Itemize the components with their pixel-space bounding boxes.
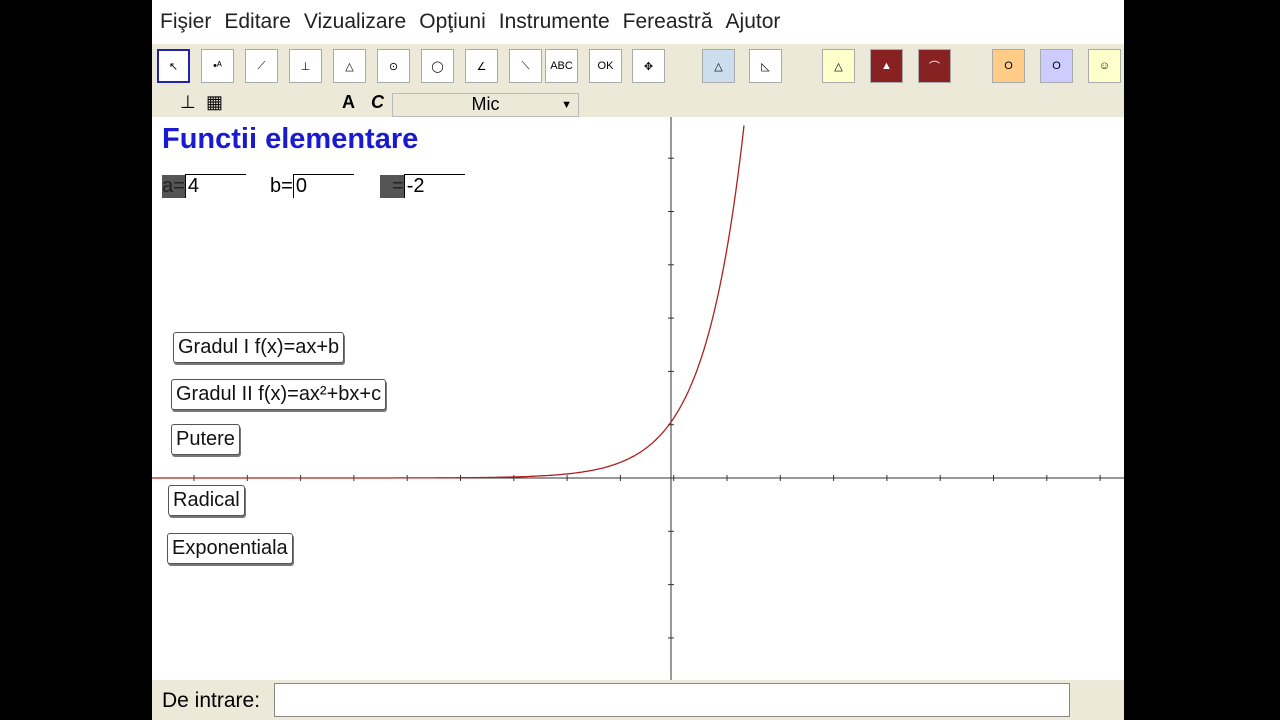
menu-item[interactable]: Instrumente — [498, 10, 610, 33]
custom-tool[interactable]: ◺ — [749, 49, 782, 83]
perpendicular-tool[interactable]: ⊥ — [289, 49, 322, 83]
menu-bar: Fişier Editare Vizualizare Opţiuni Instrumen… — [152, 0, 1124, 44]
function-graph — [152, 125, 745, 479]
slider-input[interactable]: -2 — [403, 174, 465, 198]
custom-tool[interactable]: O — [1040, 49, 1073, 83]
button[interactable]: Radical — [168, 485, 245, 516]
menu-item[interactable]: Opţiuni — [419, 10, 486, 33]
slider-c[interactable]: = -2 — [380, 170, 465, 202]
title: Functii elementare — [162, 123, 419, 155]
slider-label: = — [380, 174, 404, 198]
font-size-value: Mic — [471, 94, 500, 114]
italic-toggle[interactable]: C — [371, 92, 384, 112]
circle-tool[interactable]: ⊙ — [377, 49, 410, 83]
reflect-tool[interactable]: ⟍ — [509, 49, 542, 83]
button[interactable]: Putere — [171, 424, 240, 455]
conic-tool[interactable]: ◯ — [421, 49, 454, 83]
line-tool[interactable]: ⟋ — [245, 49, 278, 83]
angle-tool[interactable]: ∠ — [465, 49, 498, 83]
bold-toggle[interactable]: A — [342, 92, 355, 112]
custom-tool[interactable]: O — [992, 49, 1025, 83]
slider-input[interactable]: 0 — [292, 174, 354, 198]
menu-item[interactable]: Fereastră — [622, 10, 713, 33]
custom-tool[interactable]: ☺ — [1088, 49, 1121, 83]
menu-item[interactable]: Ajutor — [725, 10, 781, 33]
point-tool[interactable]: •ᴬ — [201, 49, 234, 83]
polygon-tool[interactable]: △ — [333, 49, 366, 83]
move-tool[interactable]: ↖ — [157, 49, 190, 83]
text-tool[interactable]: ABC — [545, 49, 578, 83]
axis-ticks — [193, 157, 1101, 639]
slider-b[interactable]: b= 0 — [270, 170, 354, 202]
button[interactable]: Gradul II f(x)=ax²+bx+c — [171, 379, 387, 410]
custom-tool[interactable]: ▲ — [870, 49, 903, 83]
custom-tool[interactable]: ⌒ — [918, 49, 951, 83]
slider-a[interactable]: a= 4 — [162, 170, 246, 202]
menu-item[interactable]: Fişier — [160, 10, 212, 33]
graphics-view — [152, 117, 1124, 680]
menu-item[interactable]: Vizualizare — [303, 10, 407, 33]
graphics-canvas — [152, 117, 1124, 680]
menu-item[interactable]: Editare — [224, 10, 291, 33]
slider-label: b= — [270, 174, 293, 197]
input-label: De intrare: — [162, 689, 261, 712]
grid-toggle[interactable]: ▦ — [206, 92, 224, 112]
slider-input[interactable]: 4 — [184, 174, 246, 198]
slider-label: a= — [162, 174, 185, 198]
geogebra-window: Fişier Editare Vizualizare Opţiuni Instrumen… — [152, 0, 1124, 720]
custom-tool[interactable]: △ — [822, 49, 855, 83]
button[interactable]: Gradul I f(x)=ax+b — [173, 332, 345, 363]
axes-toggle[interactable]: ⊥ — [180, 92, 196, 112]
button[interactable]: Exponentiala — [167, 533, 293, 564]
font-size-select[interactable]: Mic ▼ — [392, 93, 579, 117]
input-bar: De intrare: — [152, 680, 1124, 720]
input-field[interactable] — [274, 683, 1070, 717]
custom-tool[interactable]: △ — [702, 49, 735, 83]
move-view-tool[interactable]: ✥ — [632, 49, 665, 83]
style-bar: ⊥ ▦ A C Mic ▼ — [152, 92, 1124, 117]
button-tool[interactable]: OK — [589, 49, 622, 83]
toolbar: ↖ •ᴬ ⟋ ⊥ △ ⊙ ◯ ∠ ⟍ ABC OK ✥ △ ◺ △ ▲ ⌒ O … — [152, 44, 1124, 92]
